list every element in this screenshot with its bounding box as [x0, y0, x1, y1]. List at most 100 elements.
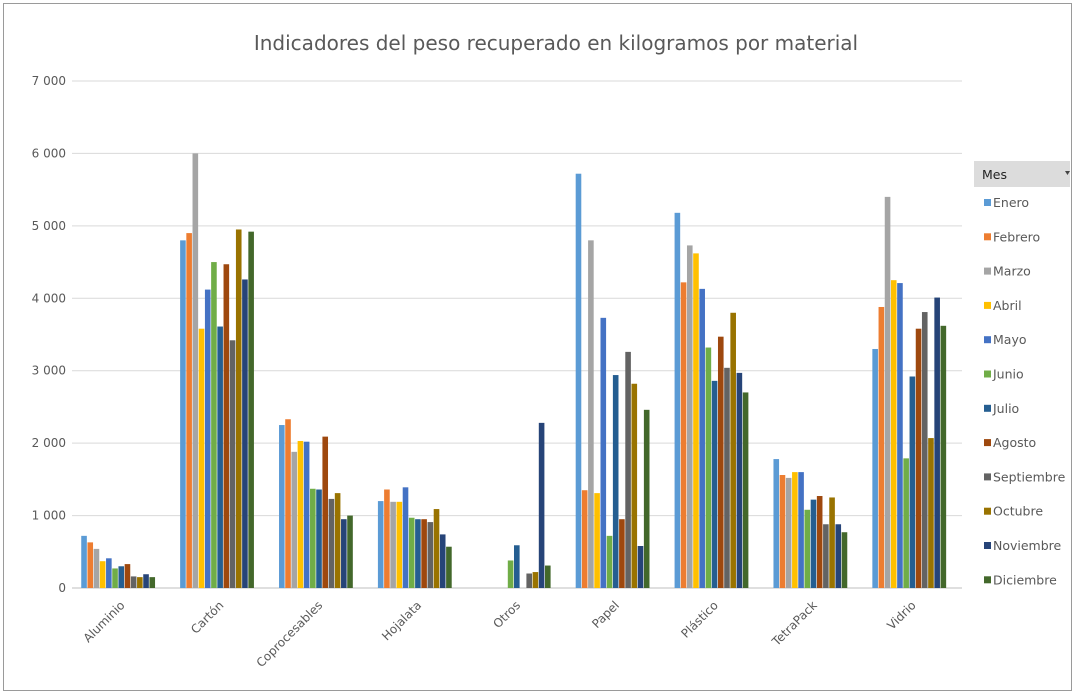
legend-label: Agosto	[993, 435, 1036, 450]
legend-swatch	[984, 267, 991, 275]
bar	[773, 459, 780, 588]
bar	[829, 497, 835, 588]
legend-item[interactable]: Julio	[984, 401, 1019, 416]
bar	[643, 409, 650, 588]
legend-item[interactable]: Junio	[984, 367, 1024, 382]
bar	[384, 489, 390, 588]
bar	[427, 522, 434, 588]
legend-item[interactable]: Noviembre	[984, 538, 1062, 553]
bar	[588, 240, 594, 589]
chart-canvas: Indicadores del peso recuperado en kilog…	[32, 31, 1070, 670]
bar	[291, 451, 298, 588]
bar	[328, 498, 335, 588]
legend-swatch	[984, 301, 991, 309]
bar	[810, 499, 817, 588]
legend-header[interactable]	[974, 161, 1070, 187]
bar	[897, 283, 903, 588]
bar	[408, 517, 415, 588]
bar	[526, 573, 532, 588]
bar	[693, 253, 699, 588]
bar	[439, 534, 446, 588]
bar	[235, 229, 242, 588]
bar	[514, 545, 520, 588]
legend-swatch	[984, 404, 991, 412]
bar	[792, 472, 798, 588]
chart-title: Indicadores del peso recuperado en kilog…	[254, 31, 858, 55]
bar	[890, 280, 897, 588]
bar	[637, 545, 644, 588]
bar	[940, 325, 947, 588]
bar	[816, 496, 823, 588]
legend-item[interactable]: Diciembre	[984, 572, 1057, 587]
bar	[106, 558, 112, 588]
bar	[322, 436, 329, 588]
bar	[507, 560, 514, 588]
y-tick-label: 3 000	[32, 364, 66, 378]
y-tick-label: 7 000	[32, 74, 66, 88]
bar	[87, 542, 94, 588]
legend-swatch	[984, 439, 991, 447]
bar	[137, 577, 143, 588]
legend: Mes Enero Febrero Marzo Abril Mayo Junio Julio…	[974, 161, 1070, 587]
bar	[211, 262, 217, 588]
y-tick-label: 1 000	[32, 509, 66, 523]
bar	[242, 279, 248, 588]
legend-item[interactable]: Septiembre	[984, 469, 1066, 484]
y-tick-label: 6 000	[32, 146, 66, 160]
legend-swatch	[984, 542, 991, 549]
bar	[396, 501, 403, 588]
bar	[878, 306, 885, 588]
bar	[705, 347, 712, 588]
legend-swatch	[984, 576, 991, 584]
legend-label: Enero	[993, 195, 1029, 210]
bar	[841, 532, 848, 588]
bar	[118, 566, 125, 588]
bar	[198, 328, 205, 588]
bar	[149, 577, 156, 588]
bar	[903, 458, 909, 588]
legend-swatch	[984, 336, 991, 344]
legend-item[interactable]: Agosto	[984, 435, 1036, 450]
bar	[804, 509, 811, 588]
legend-item[interactable]: Enero	[984, 195, 1029, 210]
bar	[532, 572, 539, 588]
bar	[297, 440, 304, 588]
legend-label: Mayo	[993, 332, 1027, 347]
legend-item[interactable]: Mayo	[984, 332, 1027, 347]
bar	[736, 372, 743, 588]
legend-swatch	[984, 507, 991, 515]
legend-label: Octubre	[993, 504, 1043, 519]
bar	[229, 340, 236, 588]
legend-item[interactable]: Octubre	[984, 504, 1043, 519]
bar	[279, 425, 285, 588]
legend-label: Noviembre	[993, 538, 1062, 553]
legend-label: Julio	[992, 401, 1019, 416]
bar	[390, 501, 396, 588]
filter-dropdown-icon[interactable]	[1065, 171, 1070, 175]
bar	[446, 546, 452, 588]
bar	[99, 561, 106, 588]
bar	[545, 565, 551, 588]
legend-label: Junio	[992, 367, 1024, 382]
legend-label: Septiembre	[993, 469, 1066, 484]
bar	[341, 519, 347, 588]
x-tick-label: Plástico	[678, 598, 721, 641]
bar	[347, 515, 353, 588]
y-tick-label: 5 000	[32, 219, 66, 233]
y-tick-label: 4 000	[32, 291, 66, 305]
legend-label: Abril	[993, 298, 1022, 313]
bar	[730, 312, 736, 588]
bar	[192, 153, 199, 588]
bar	[872, 348, 878, 588]
bar	[223, 264, 230, 588]
bar	[680, 282, 687, 588]
legend-item[interactable]: Febrero	[984, 229, 1040, 244]
bar	[717, 336, 724, 588]
bar	[742, 392, 749, 588]
bar	[909, 376, 916, 588]
chart-area: Indicadores del peso recuperado en kilog…	[3, 3, 1072, 691]
bar	[779, 475, 786, 588]
legend-item[interactable]: Abril	[984, 298, 1022, 313]
bar	[606, 535, 613, 588]
legend-item[interactable]: Marzo	[984, 264, 1031, 279]
